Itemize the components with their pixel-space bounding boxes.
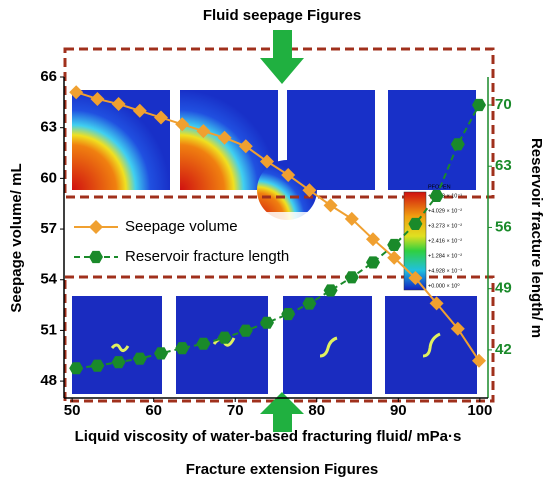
y-tick-label: 63 [40,119,57,136]
y-tick-label: 48 [40,372,57,389]
series-marker [323,198,338,213]
series-marker [366,256,380,269]
series-marker [90,359,105,372]
series-marker [387,250,402,265]
x-tick-label: 80 [308,402,325,419]
fracture-box [63,275,495,403]
series-marker [132,352,147,365]
series-marker [429,296,444,311]
series-marker [175,342,190,355]
series-marker [154,347,168,360]
seepage-image [388,90,476,190]
series-marker [408,271,423,285]
colorbar-label: +3.273 × 10⁻² [428,223,462,229]
series-marker [429,189,444,202]
legend-box [70,212,320,272]
series-marker [69,362,84,375]
series-marker [196,124,211,139]
series-marker [260,316,274,329]
top-title: Fluid seepage Figures [203,7,361,24]
x-tick-label: 60 [145,402,162,419]
legend-marker [89,220,103,234]
series-marker [260,154,274,169]
y2-tick-label: 56 [495,218,512,235]
series-marker [323,284,338,297]
series-marker [154,110,168,125]
series-marker [450,138,465,151]
colorbar-label: +2.416 × 10⁻² [428,238,462,244]
series-marker [344,271,359,284]
series-marker [302,183,317,198]
series-marker [472,98,486,112]
y2-tick-label: 49 [495,280,512,297]
series-marker [302,297,317,310]
arrow-down [260,30,304,84]
y2-axis-label: Reservoir fracture length/ m [528,138,545,338]
series-marker [196,337,211,350]
series-marker [175,117,190,132]
series-marker [217,331,232,344]
x-tick-label: 70 [227,402,244,419]
y-tick-label: 60 [40,169,57,186]
series-marker [69,85,84,100]
series-marker [132,103,147,118]
arrow-up [260,392,304,432]
x-tick-label: 50 [64,402,81,419]
y-tick-label: 51 [40,321,57,338]
colorbar-label: +1.284 × 10⁻² [428,253,462,259]
series-marker [366,232,380,247]
legend-label: Seepage volume [125,218,238,235]
colorbar-label: +4.928 × 10⁻³ [428,268,462,274]
series-marker [472,353,486,368]
series-marker [281,308,296,321]
x-tick-label: 90 [390,402,407,419]
series-marker [387,238,402,251]
series-marker [111,356,126,369]
insets [72,90,477,394]
legend-label: Reservoir fracture length [125,248,289,265]
y2-tick-label: 63 [495,157,512,174]
series-marker [111,97,126,111]
series-marker [344,211,359,226]
y2-tick-label: 70 [495,96,512,113]
fracture [319,336,338,358]
colorbar-label: +0.000 × 10⁰ [428,282,460,289]
bottom-title: Fracture extension Figures [186,461,379,478]
y-axis-label: Seepage volume/ mL [8,163,25,312]
series-marker [408,217,423,230]
series-marker [281,168,296,182]
fracture [110,343,130,353]
fracture [422,332,441,358]
y-tick-label: 54 [40,271,57,288]
series-marker [238,139,253,154]
series-marker [90,92,105,106]
series-marker [217,130,232,145]
series-marker [450,321,465,336]
series-marker [238,324,253,337]
y-tick-label: 66 [40,68,57,85]
colorbar-label: +4.029 × 10⁻² [428,208,462,214]
x-axis-label: Liquid viscosity of water-based fracturi… [75,428,462,445]
legend-marker [89,250,103,264]
colorbar-label: +5.873 × 10⁻¹ [428,193,462,199]
fracture-image [176,296,268,394]
y2-tick-label: 42 [495,341,512,358]
x-tick-label: 100 [467,402,492,419]
seepage-spot [257,160,317,220]
y-tick-label: 57 [40,220,57,237]
